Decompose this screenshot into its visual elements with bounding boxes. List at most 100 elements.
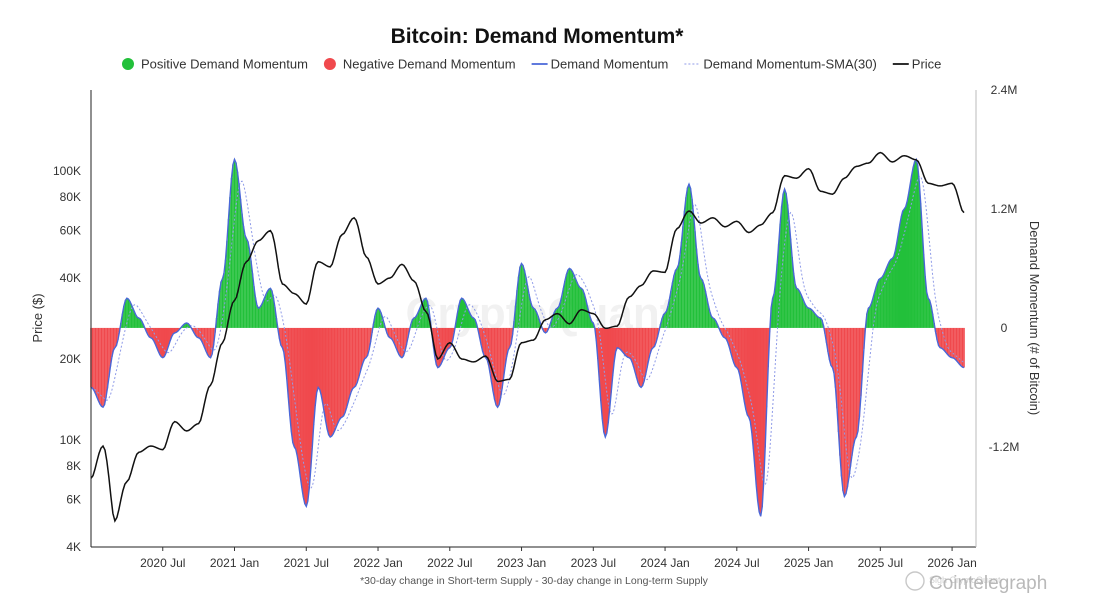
positive-momentum-bar — [523, 270, 526, 328]
negative-momentum-bar — [963, 327, 965, 368]
negative-momentum-bar — [764, 327, 766, 448]
positive-momentum-bar — [585, 299, 587, 328]
negative-momentum-bar — [755, 327, 757, 485]
left-tick-label: 40K — [60, 271, 81, 285]
negative-momentum-bar — [363, 327, 366, 359]
negative-momentum-bar — [761, 327, 763, 507]
negative-momentum-bar — [310, 327, 312, 469]
positive-momentum-bar — [915, 159, 917, 328]
negative-momentum-bar — [734, 327, 737, 367]
negative-momentum-bar — [348, 327, 351, 397]
negative-momentum-bar — [360, 327, 363, 368]
positive-momentum-bar — [236, 171, 239, 328]
positive-momentum-bar — [873, 293, 876, 328]
negative-momentum-bar — [496, 327, 499, 408]
negative-momentum-bar — [339, 327, 342, 418]
negative-momentum-bar — [740, 327, 743, 384]
negative-momentum-bar — [449, 327, 451, 348]
positive-momentum-bar — [466, 308, 469, 328]
positive-momentum-bar — [414, 317, 417, 328]
positive-momentum-bar — [250, 260, 252, 328]
positive-momentum-bar — [230, 177, 233, 328]
negative-momentum-bar — [438, 327, 441, 367]
negative-momentum-bar — [357, 327, 360, 378]
negative-momentum-bar — [725, 327, 728, 340]
positive-momentum-bar — [677, 264, 680, 328]
positive-momentum-bar — [535, 311, 538, 328]
negative-momentum-bar — [435, 327, 438, 365]
negative-momentum-bar — [954, 327, 956, 360]
negative-momentum-bar — [543, 327, 545, 332]
negative-momentum-bar — [493, 327, 496, 400]
positive-momentum-bar — [896, 242, 898, 328]
positive-momentum-bar — [555, 309, 557, 328]
negative-momentum-bar — [629, 327, 632, 359]
negative-momentum-bar — [164, 327, 167, 354]
negative-momentum-bar — [287, 327, 290, 398]
positive-momentum-bar — [528, 293, 530, 328]
negative-momentum-bar — [338, 327, 340, 421]
negative-momentum-bar — [298, 327, 300, 466]
negative-momentum-bar — [842, 327, 844, 491]
negative-momentum-bar — [623, 327, 626, 355]
negative-momentum-bar — [305, 327, 308, 507]
positive-momentum-bar — [901, 211, 904, 328]
negative-momentum-bar — [148, 327, 151, 337]
negative-momentum-bar — [937, 327, 940, 346]
negative-momentum-bar — [342, 327, 345, 416]
positive-momentum-bar — [138, 318, 140, 328]
negative-momentum-bar — [961, 327, 964, 368]
positive-momentum-bar — [266, 291, 269, 328]
negative-momentum-bar — [153, 327, 155, 341]
positive-momentum-bar — [804, 304, 807, 328]
negative-momentum-bar — [295, 327, 297, 450]
negative-momentum-bar — [163, 327, 166, 357]
left-tick-label: 10K — [60, 433, 81, 447]
negative-momentum-bar — [843, 327, 846, 497]
negative-momentum-bar — [643, 327, 645, 382]
positive-momentum-bar — [573, 274, 575, 328]
negative-momentum-bar — [296, 327, 299, 457]
positive-momentum-bar — [520, 263, 523, 328]
negative-momentum-bar — [728, 327, 731, 348]
positive-momentum-bar — [260, 304, 263, 328]
positive-momentum-bar — [571, 271, 574, 328]
negative-momentum-bar — [831, 327, 834, 368]
positive-momentum-bar — [579, 287, 581, 328]
negative-momentum-bar — [607, 327, 609, 424]
negative-momentum-bar — [147, 327, 149, 335]
positive-momentum-bar — [780, 206, 783, 328]
negative-momentum-bar — [336, 327, 339, 424]
negative-momentum-bar — [604, 327, 607, 437]
negative-momentum-bar — [846, 327, 849, 488]
positive-momentum-bar — [525, 277, 527, 328]
positive-momentum-bar — [182, 324, 185, 328]
positive-momentum-bar — [469, 314, 472, 328]
positive-momentum-bar — [818, 317, 820, 328]
positive-momentum-bar — [247, 241, 249, 328]
positive-momentum-bar — [185, 322, 188, 328]
negative-momentum-bar — [293, 327, 296, 447]
negative-momentum-bar — [957, 327, 959, 363]
negative-momentum-bar — [625, 327, 627, 357]
negative-momentum-bar — [635, 327, 638, 378]
positive-momentum-bar — [531, 306, 533, 328]
negative-momentum-bar — [212, 327, 215, 346]
positive-momentum-bar — [900, 216, 903, 328]
negative-momentum-bar — [638, 327, 641, 387]
negative-momentum-bar — [162, 327, 164, 358]
negative-momentum-bar — [160, 327, 163, 357]
negative-momentum-bar — [407, 327, 409, 338]
positive-momentum-bar — [582, 289, 584, 328]
positive-momentum-bar — [220, 281, 222, 328]
positive-momentum-bar — [792, 272, 795, 328]
negative-momentum-bar — [366, 327, 369, 356]
negative-momentum-bar — [489, 327, 491, 374]
positive-momentum-bar — [921, 228, 923, 328]
negative-momentum-bar — [762, 327, 765, 483]
positive-momentum-bar — [812, 311, 814, 328]
negative-momentum-bar — [597, 327, 599, 360]
negative-momentum-bar — [172, 327, 174, 334]
negative-momentum-bar — [368, 327, 370, 350]
negative-momentum-bar — [860, 327, 862, 397]
